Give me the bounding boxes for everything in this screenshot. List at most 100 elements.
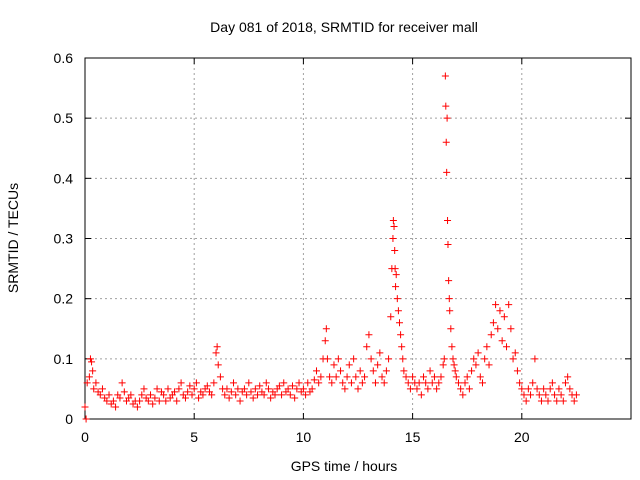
data-point	[334, 355, 342, 363]
data-point	[371, 379, 379, 387]
data-point	[181, 394, 189, 402]
data-point	[435, 379, 443, 387]
data-point	[92, 379, 100, 387]
data-point	[553, 397, 561, 405]
data-point	[262, 379, 270, 387]
chart-title: Day 081 of 2018, SRMTID for receiver mal…	[210, 19, 478, 35]
data-point	[339, 379, 347, 387]
data-point	[513, 367, 521, 375]
data-point	[103, 397, 111, 405]
data-point	[393, 295, 401, 303]
data-point	[559, 397, 567, 405]
data-point	[441, 72, 449, 80]
data-point	[96, 391, 104, 399]
data-point	[275, 382, 283, 390]
data-point	[548, 379, 556, 387]
data-point	[439, 361, 447, 369]
data-point	[426, 367, 434, 375]
data-point	[380, 379, 388, 387]
data-point	[98, 385, 106, 393]
data-point	[494, 325, 502, 333]
data-point	[485, 361, 493, 369]
data-point	[392, 283, 400, 291]
data-point	[481, 355, 489, 363]
data-point	[127, 391, 135, 399]
data-point	[367, 355, 375, 363]
data-point	[323, 355, 331, 363]
data-point	[557, 391, 565, 399]
x-tick-label: 0	[81, 429, 89, 445]
axis-ticks: 0 0.1 0.2 0.3 0.4 0.5 0.6 0 5 10 15 20	[54, 50, 631, 445]
data-point	[389, 235, 397, 242]
y-tick-label: 0.2	[54, 291, 74, 307]
data-point	[489, 319, 497, 327]
data-point	[443, 114, 451, 122]
data-point	[184, 388, 192, 396]
data-point	[164, 385, 172, 393]
data-point	[109, 397, 117, 405]
data-point	[203, 382, 211, 390]
data-point	[337, 367, 345, 375]
data-point	[535, 391, 543, 399]
data-point	[214, 361, 222, 369]
data-point	[440, 355, 448, 363]
data-point	[112, 403, 120, 411]
data-point	[374, 361, 382, 369]
data-point	[449, 355, 457, 363]
data-point	[138, 391, 146, 399]
data-point	[465, 385, 473, 393]
data-point	[394, 307, 402, 315]
data-point	[328, 379, 336, 387]
data-point	[457, 385, 465, 393]
data-point	[295, 379, 303, 387]
data-point	[420, 373, 428, 381]
data-point	[291, 394, 299, 402]
data-point	[520, 391, 528, 399]
data-points	[81, 72, 580, 423]
data-point	[171, 388, 179, 396]
data-point	[153, 385, 161, 393]
data-point	[444, 216, 452, 224]
data-point	[540, 385, 548, 393]
x-tick-label: 10	[296, 429, 312, 445]
data-point	[299, 385, 307, 393]
data-point	[442, 138, 450, 146]
data-point	[446, 307, 454, 315]
data-point	[177, 379, 185, 387]
data-point	[555, 385, 563, 393]
data-point	[321, 337, 329, 345]
data-point	[356, 367, 364, 375]
data-point	[326, 373, 334, 381]
data-point	[503, 343, 511, 351]
data-point	[190, 385, 198, 393]
data-point	[341, 385, 349, 393]
data-point	[474, 349, 482, 357]
data-point	[445, 295, 453, 303]
data-point	[330, 361, 338, 369]
data-point	[511, 349, 519, 357]
x-tick-label: 5	[190, 429, 198, 445]
data-point	[516, 379, 524, 387]
data-point	[313, 367, 321, 375]
data-point	[199, 391, 207, 399]
data-point	[505, 301, 513, 309]
data-point	[476, 373, 484, 381]
data-point	[85, 373, 93, 381]
data-point	[415, 379, 423, 387]
data-point	[468, 367, 476, 375]
data-point	[251, 385, 259, 393]
data-point	[271, 391, 279, 399]
data-point	[518, 385, 526, 393]
data-point	[304, 379, 312, 387]
data-point	[566, 385, 574, 393]
data-point	[406, 385, 414, 393]
data-point	[293, 385, 301, 393]
grid	[85, 58, 631, 419]
data-point	[225, 394, 233, 402]
data-point	[452, 373, 460, 381]
x-axis-label: GPS time / hours	[291, 458, 398, 474]
data-point	[399, 355, 407, 363]
data-point	[450, 361, 458, 369]
data-point	[422, 379, 430, 387]
data-point	[230, 379, 238, 387]
